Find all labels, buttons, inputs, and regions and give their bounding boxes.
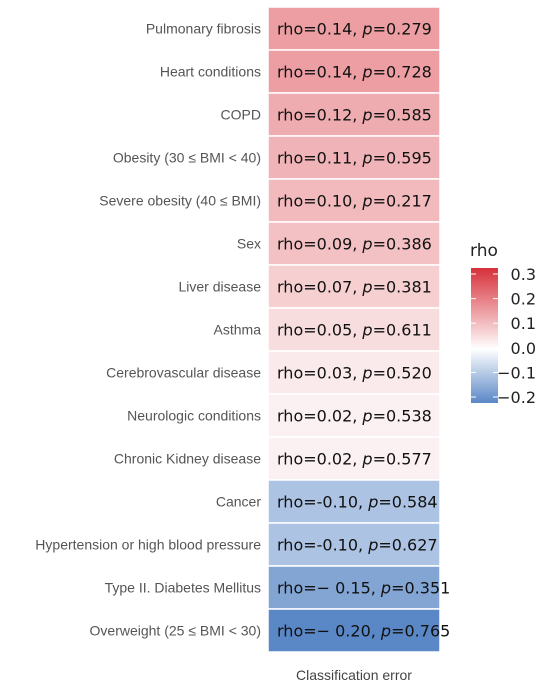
cell-value-label: rho=0.05, p=0.611 xyxy=(277,321,432,340)
cell-value-label: rho=0.02, p=0.577 xyxy=(277,450,432,469)
heatmap-row: Cancer rho=-0.10, p=0.584 xyxy=(216,479,441,524)
row-label: Hypertension or high blood pressure xyxy=(35,537,261,553)
heatmap-row: Obesity (30 ≤ BMI < 40) rho=0.11, p=0.595 xyxy=(113,135,441,180)
cell-value-label: rho=0.10, p=0.217 xyxy=(277,192,432,211)
legend-tick-label: 0.3 xyxy=(511,265,536,284)
legend-tick-label: −0.1 xyxy=(497,363,536,382)
legend-color-bar xyxy=(471,268,498,403)
cell-value-label: rho=-0.10, p=0.627 xyxy=(277,536,438,555)
legend-title: rho xyxy=(470,241,498,261)
legend-ticks: 0.3 0.2 0.1 0.0 −0.1 −0.2 xyxy=(471,265,536,407)
heatmap-rows: Pulmonary fibrosis rho=0.14, p=0.279 Heart… xyxy=(35,6,450,653)
row-label: Cerebrovascular disease xyxy=(106,365,261,381)
heatmap-row: Type II. Diabetes Mellitus rho=− 0.15, p=… xyxy=(105,565,450,610)
heatmap-row: COPD rho=0.12, p=0.585 xyxy=(221,92,441,137)
heatmap-row: Severe obesity (40 ≤ BMI) rho=0.10, p=0.2… xyxy=(99,178,441,223)
row-label: Cancer xyxy=(216,494,261,510)
x-axis-label: Classification error xyxy=(296,667,412,683)
heatmap-row: Pulmonary fibrosis rho=0.14, p=0.279 xyxy=(146,6,441,51)
heatmap-row: Neurologic conditions rho=0.02, p=0.538 xyxy=(127,393,441,438)
heatmap-cell xyxy=(267,565,441,610)
heatmap-cell xyxy=(267,221,441,266)
cell-value-label: rho=− 0.20, p=0.765 xyxy=(277,622,450,641)
row-label: Liver disease xyxy=(179,279,262,295)
legend-tick-label: −0.2 xyxy=(497,388,536,407)
row-label: Overweight (25 ≤ BMI < 30) xyxy=(90,623,261,639)
cell-value-label: rho=0.02, p=0.538 xyxy=(277,407,432,426)
cell-value-label: rho=0.14, p=0.728 xyxy=(277,63,432,82)
row-label: Asthma xyxy=(214,322,262,338)
heatmap-cell xyxy=(267,608,441,653)
heatmap-cell xyxy=(267,436,441,481)
cell-value-label: rho=0.14, p=0.279 xyxy=(277,20,432,39)
row-label: Obesity (30 ≤ BMI < 40) xyxy=(113,150,261,166)
heatmap-cell xyxy=(267,393,441,438)
color-legend: rho 0.3 0.2 0.1 0.0 −0.1 −0.2 xyxy=(470,241,536,407)
legend-tick-label: 0.1 xyxy=(511,314,536,333)
heatmap-row: Heart conditions rho=0.14, p=0.728 xyxy=(160,49,441,94)
cell-value-label: rho=-0.10, p=0.584 xyxy=(277,493,438,512)
row-label: Type II. Diabetes Mellitus xyxy=(105,580,261,596)
heatmap-row: Cerebrovascular disease rho=0.03, p=0.520 xyxy=(106,350,441,395)
heatmap-cell xyxy=(267,135,441,180)
row-label: COPD xyxy=(221,107,261,123)
heatmap-row: Sex rho=0.09, p=0.386 xyxy=(237,221,441,266)
row-label: Sex xyxy=(237,236,261,252)
row-label: Pulmonary fibrosis xyxy=(146,21,261,37)
row-label: Neurologic conditions xyxy=(127,408,261,424)
row-label: Heart conditions xyxy=(160,64,261,80)
row-label: Severe obesity (40 ≤ BMI) xyxy=(99,193,261,209)
cell-value-label: rho=0.03, p=0.520 xyxy=(277,364,432,383)
cell-value-label: rho=− 0.15, p=0.351 xyxy=(277,579,450,598)
legend-tick-label: 0.2 xyxy=(511,290,536,309)
heatmap-cell xyxy=(267,307,441,352)
heatmap-row: Chronic Kidney disease rho=0.02, p=0.577 xyxy=(114,436,441,481)
cell-value-label: rho=0.09, p=0.386 xyxy=(277,235,432,254)
heatmap-cell xyxy=(267,479,441,524)
cell-value-label: rho=0.12, p=0.585 xyxy=(277,106,432,125)
heatmap-row: Hypertension or high blood pressure rho=-… xyxy=(35,522,441,567)
heatmap-cell xyxy=(267,49,441,94)
heatmap-cell xyxy=(267,92,441,137)
heatmap-row: Liver disease rho=0.07, p=0.381 xyxy=(179,264,441,309)
heatmap-row: Overweight (25 ≤ BMI < 30) rho=− 0.20, p=… xyxy=(90,608,450,653)
heatmap-cell xyxy=(267,6,441,51)
cell-value-label: rho=0.07, p=0.381 xyxy=(277,278,432,297)
heatmap-row: Asthma rho=0.05, p=0.611 xyxy=(214,307,441,352)
legend-tick-label: 0.0 xyxy=(511,339,536,358)
row-label: Chronic Kidney disease xyxy=(114,451,261,467)
cell-value-label: rho=0.11, p=0.595 xyxy=(277,149,432,168)
